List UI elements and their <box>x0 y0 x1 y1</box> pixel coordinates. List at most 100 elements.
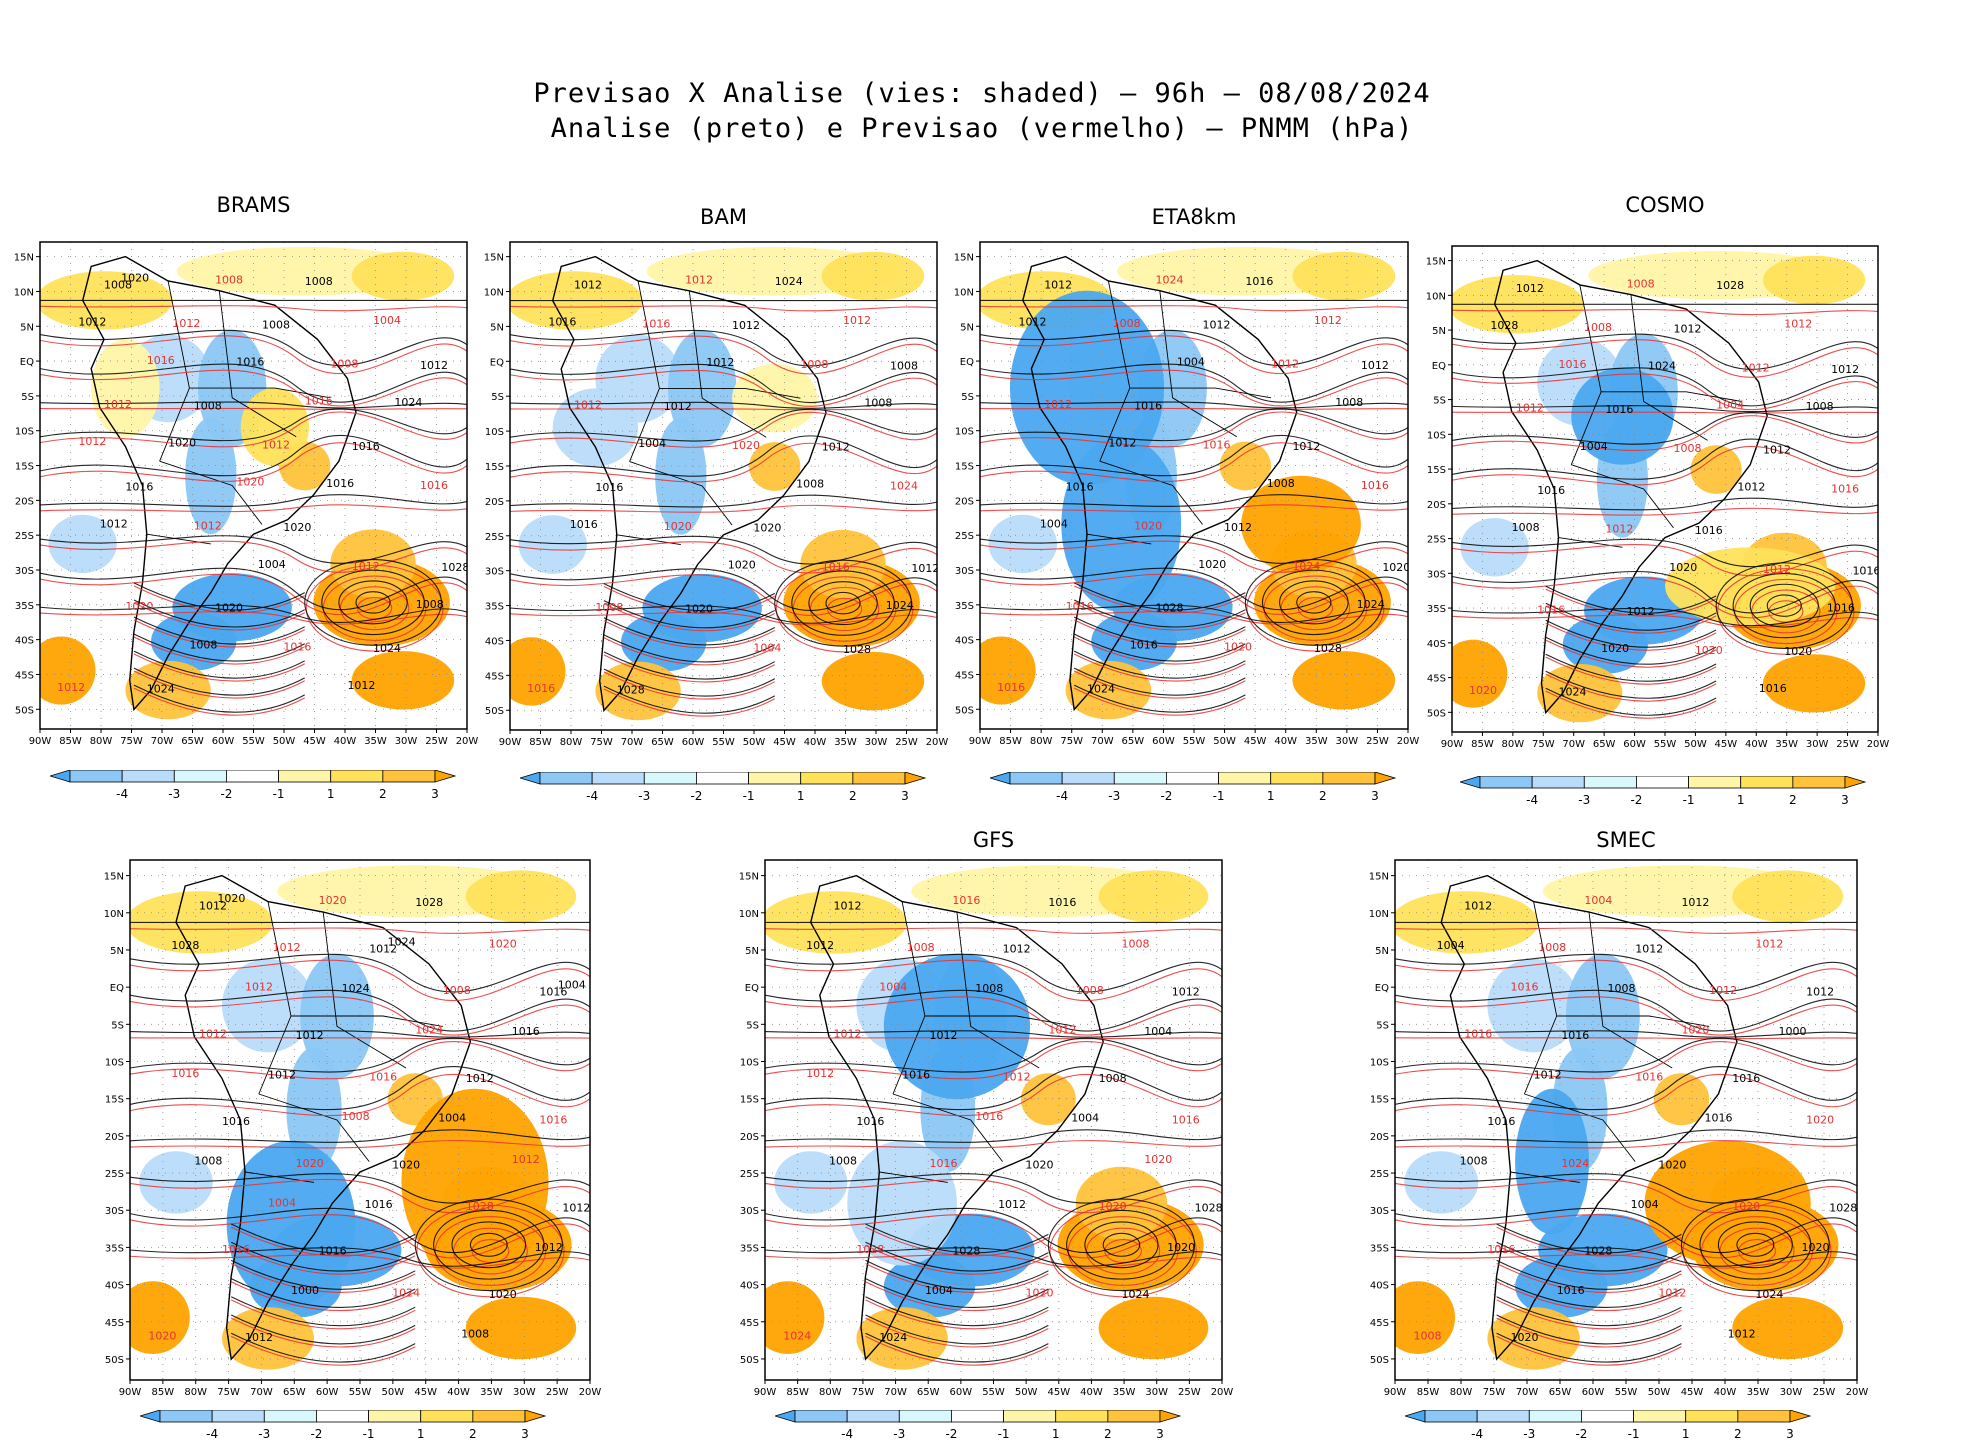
lon-label: 50W <box>273 736 296 747</box>
analysis-isobar <box>980 363 1408 403</box>
forecast-contour-label: 1020 <box>236 476 264 489</box>
lon-label: 80W <box>560 737 583 748</box>
analysis-contour-label: 1008 <box>1460 1155 1488 1168</box>
lat-label: 5N <box>1375 946 1389 957</box>
lon-label: 65W <box>181 736 204 747</box>
coastline <box>81 255 357 712</box>
lon-label: 60W <box>316 1387 339 1398</box>
lat-label: 30S <box>1370 1206 1389 1217</box>
lat-label: 45S <box>740 1318 759 1329</box>
lat-label: EQ <box>20 357 34 368</box>
colorbar-label: -1 <box>743 789 755 803</box>
colorbar-swatch <box>1633 1409 1687 1423</box>
colorbar-swatch <box>1685 1409 1739 1423</box>
analysis-contour-label: 1012 <box>466 1072 494 1085</box>
lon-label: 40W <box>1714 1387 1737 1398</box>
analysis-contour-label: 1008 <box>189 639 217 652</box>
analysis-contour-label: 1016 <box>1557 1284 1585 1297</box>
lon-label: 35W <box>834 737 857 748</box>
analysis-contour-label: 1008 <box>194 400 222 413</box>
lat-label: 5S <box>1433 396 1446 407</box>
forecast-isobar <box>130 927 590 934</box>
forecast-contour-label: 1012 <box>1784 318 1812 331</box>
panel-title: SMEC <box>1596 828 1656 852</box>
forecast-isobar <box>40 407 467 410</box>
forecast-isobar <box>1452 309 1878 316</box>
analysis-isobar <box>130 1066 590 1111</box>
forecast-isobar <box>40 369 467 407</box>
analysis-contour-label: 1004 <box>638 437 666 450</box>
lon-label: 70W <box>1562 739 1585 750</box>
colorbar-swatch <box>539 771 593 785</box>
analysis-isobar <box>469 1232 508 1257</box>
forecast-isobar <box>230 1317 416 1348</box>
analysis-contour-label: 1004 <box>1040 517 1068 530</box>
forecast-contour-label: 1008 <box>215 273 243 286</box>
lon-label: 30W <box>1336 736 1359 747</box>
lat-label: 25S <box>1370 1169 1389 1180</box>
analysis-isobar <box>1073 633 1246 662</box>
forecast-contour-label: 1016 <box>369 1070 397 1083</box>
forecast-isobar <box>40 442 467 482</box>
lon-label: 70W <box>621 737 644 748</box>
analysis-isobar <box>1066 1209 1177 1280</box>
analysis-contour-label: 1000 <box>291 1284 319 1297</box>
colorbar-swatch <box>852 771 906 785</box>
lat-label: 35S <box>485 602 504 613</box>
lon-label: 85W <box>1471 739 1494 750</box>
forecast-isobar <box>1682 1204 1832 1298</box>
forecast-contour-label: 1012 <box>78 435 106 448</box>
analysis-contour-label: 1012 <box>562 1202 590 1215</box>
forecast-contour-label: 1012 <box>685 273 713 286</box>
analysis-isobar <box>808 581 878 626</box>
lon-label: 35W <box>480 1387 503 1398</box>
forecast-isobar <box>133 619 305 648</box>
forecast-contour-label: 1008 <box>595 601 623 614</box>
forecast-isobar <box>765 959 1222 1002</box>
colorbar: -4-3-2-11234 <box>1458 775 1901 814</box>
bias-shading-area <box>222 958 314 1053</box>
analysis-contour-label: 1020 <box>1025 1158 1053 1171</box>
analysis-isobar <box>1296 591 1332 614</box>
lon-label: 80W <box>1030 736 1053 747</box>
lon-label: 30W <box>513 1387 536 1398</box>
forecast-isobar <box>434 1216 547 1286</box>
lon-label: 45W <box>1715 739 1738 750</box>
coastline <box>1022 255 1298 712</box>
forecast-contour-label: 1020 <box>1144 1153 1172 1166</box>
forecast-contour-label: 1020 <box>732 439 760 452</box>
forecast-isobar <box>1452 576 1878 619</box>
coastline <box>551 255 827 713</box>
analysis-isobar <box>1496 1259 1682 1290</box>
bias-shading-area <box>351 251 455 301</box>
analysis-contour-label: 1008 <box>461 1327 489 1340</box>
map-plot: 1012 1012 1012 1016 1012 1016 1012 1020 1028 1028… <box>954 241 1419 747</box>
forecast-isobar <box>510 411 937 448</box>
lat-label: 15S <box>105 1095 124 1106</box>
colorbar-swatch <box>121 769 175 783</box>
forecast-isobar <box>130 1041 590 1080</box>
analysis-contour-label: 1008 <box>1608 982 1636 995</box>
bias-shading-area <box>91 339 160 437</box>
analysis-contour-label: 1008 <box>890 359 918 372</box>
forecast-isobar <box>130 1037 590 1040</box>
analysis-isobar <box>130 1037 590 1073</box>
forecast-contour-label: 1016 <box>997 681 1025 694</box>
analysis-contour-label: 1024 <box>1648 359 1676 372</box>
analysis-isobar <box>230 1314 416 1345</box>
forecast-contour-label: 1012 <box>1314 314 1342 327</box>
analysis-contour-label: 1028 <box>441 561 469 574</box>
lat-label: 10S <box>15 427 34 438</box>
analysis-isobar <box>1395 1066 1857 1111</box>
lat-label: 20S <box>15 496 34 507</box>
analysis-contour-label: 1020 <box>121 271 149 284</box>
forecast-contour-label: 1012 <box>1516 402 1544 415</box>
lat-label: 40S <box>15 636 34 647</box>
lon-label: 20W <box>1846 1387 1869 1398</box>
colorbar-swatch <box>518 771 541 785</box>
analysis-contour-label: 1024 <box>342 982 370 995</box>
colorbar-swatch <box>138 1409 161 1423</box>
forecast-isobar <box>40 540 467 573</box>
analysis-contour-label: 1008 <box>829 1155 857 1168</box>
analysis-isobar <box>1452 497 1878 511</box>
